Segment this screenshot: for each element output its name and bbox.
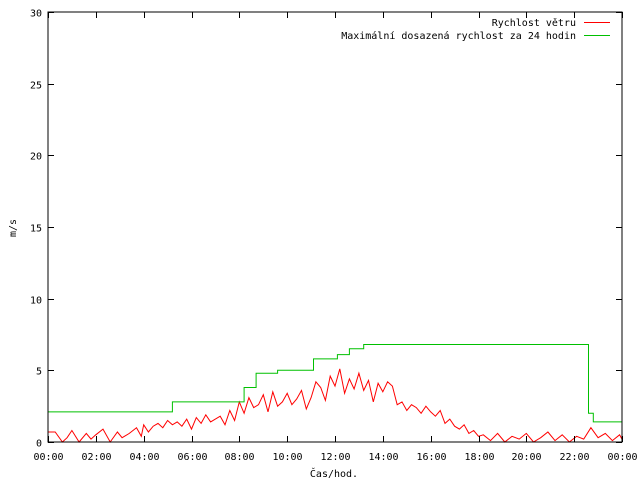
x-tick-label: 22:00 [559,452,589,463]
x-tick-label: 00:00 [33,452,63,463]
y-axis-label: m/s [8,219,19,237]
x-tick-label: 02:00 [81,452,111,463]
x-tick-label: 06:00 [177,452,207,463]
series-line-wind-speed [48,368,623,443]
x-tick-label: 18:00 [464,452,494,463]
y-tick-label: 25 [30,81,42,92]
plot-area [48,344,623,443]
legend-label: Maximální dosazená rychlost za 24 hodin [341,30,576,42]
x-tick-label: 10:00 [272,452,302,463]
y-tick-label: 20 [30,152,42,163]
y-tick-label: 0 [36,439,42,450]
series-line-max-speed [48,344,622,423]
axes: 0 5 10 15 20 25 30 00:00 02:00 04:00 06:00 08:00 10:… [30,9,638,464]
x-tick-label: 12:00 [320,452,350,463]
plot-frame [47,11,623,443]
y-tick-label: 5 [36,367,42,378]
y-tick-label: 10 [30,296,42,307]
x-tick-label: 08:00 [224,452,254,463]
legend-label: Rychlost větru [492,17,576,29]
x-tick-label: 04:00 [129,452,159,463]
x-tick-label: 16:00 [416,452,446,463]
x-tick-label: 14:00 [368,452,398,463]
x-tick-label: 00:00 [607,452,637,463]
x-axis-label: Čas/hod. [310,467,358,480]
x-tick-label: 20:00 [511,452,541,463]
y-tick-label: 30 [30,9,42,20]
y-tick-label: 15 [30,224,42,235]
